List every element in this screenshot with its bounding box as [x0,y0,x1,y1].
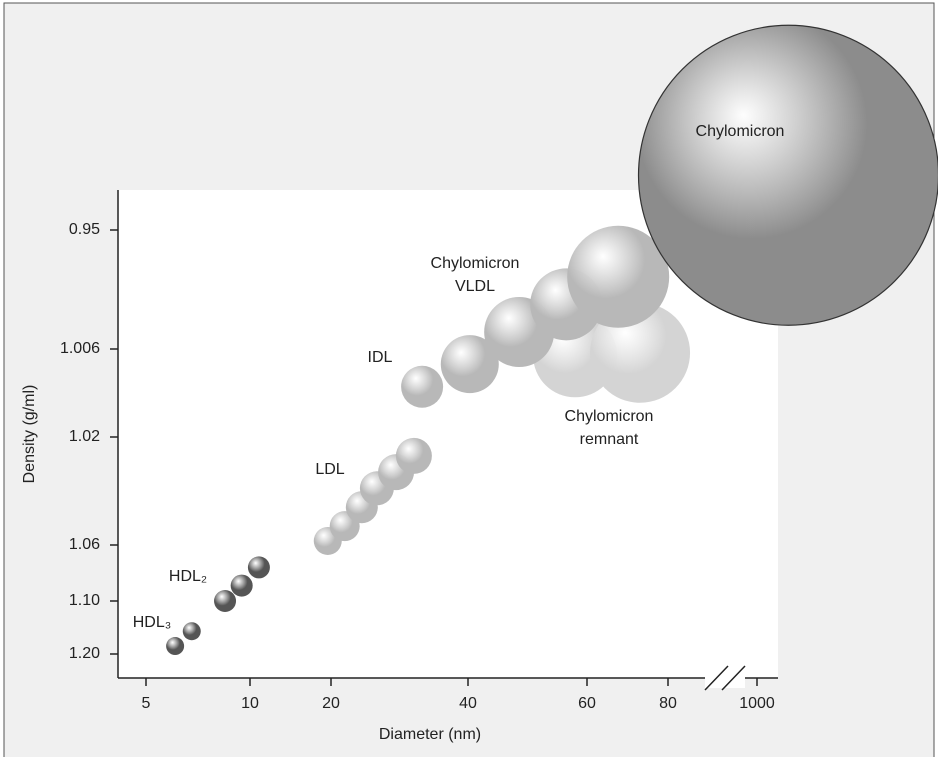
bubble [637,24,938,326]
y-tick-label: 0.95 [69,221,100,238]
y-tick-label: 1.10 [69,592,100,609]
series-label: HDL₃ [133,614,172,631]
x-tick-label: 60 [578,695,596,712]
series-label: Chylomicron [696,123,785,140]
bubble [230,574,253,597]
bubble [440,335,499,394]
bubble [590,302,691,403]
x-tick-label: 5 [142,695,151,712]
y-axis-label: Density (g/ml) [21,385,38,484]
bubble [401,365,444,408]
x-tick-label: 80 [659,695,677,712]
bubble [247,556,270,579]
bubble [395,437,432,474]
x-tick-label: 20 [322,695,340,712]
y-tick-label: 1.02 [69,428,100,445]
series-label: IDL [368,349,393,366]
bubble [166,637,185,656]
series-label: remnant [580,431,639,448]
bubble [567,225,670,328]
x-tick-label: 10 [241,695,259,712]
bubble [182,622,201,641]
axis-break-gap [705,668,745,688]
series-label: HDL₂ [169,568,207,585]
series-label: VLDL [455,278,495,295]
y-tick-label: 1.006 [60,340,100,357]
axis-break [704,665,729,691]
bubble [214,590,237,612]
x-tick-label: 40 [459,695,477,712]
x-tick-label: 1000 [739,695,775,712]
series-label: Chylomicron [565,408,654,425]
y-tick-label: 1.06 [69,536,100,553]
x-axis-label: Diameter (nm) [379,726,481,743]
series-label: Chylomicron [431,255,520,272]
series-label: LDL [315,461,344,478]
y-tick-label: 1.20 [69,645,100,662]
axis-break [721,665,746,691]
